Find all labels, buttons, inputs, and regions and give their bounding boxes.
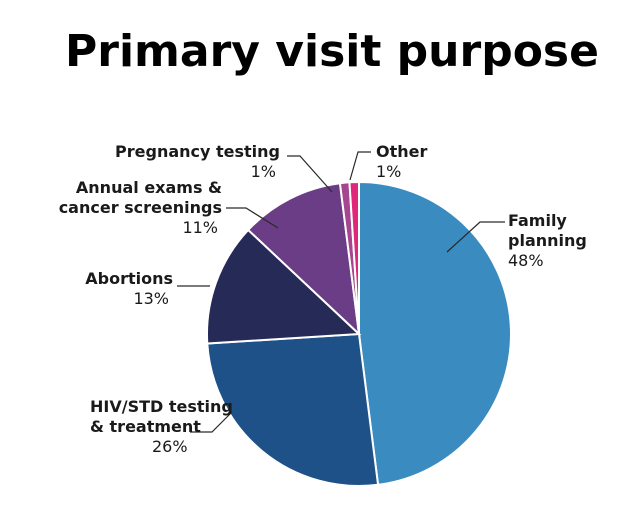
- pie-slices: [206, 180, 512, 487]
- leader-line-1: [190, 411, 233, 433]
- slice-labels: Family planning 48% HIV/STD testing & treatm…: [59, 142, 587, 456]
- pie-slice-0: [358, 180, 512, 486]
- slice-name-5-0: Other: [376, 142, 427, 161]
- slice-label-2: Abortions 13%: [85, 269, 173, 308]
- slice-name-0-0: Family: [508, 211, 567, 230]
- slice-name-2-0: Abortions: [85, 269, 173, 288]
- leader-line-4: [287, 155, 333, 193]
- slice-name-1-1: & treatment: [90, 417, 201, 436]
- slice-value-4: 1%: [251, 162, 276, 181]
- leader-line-0: [446, 221, 505, 253]
- pie-slice-3: [246, 182, 361, 337]
- slice-label-3: Annual exams & cancer screenings 11%: [59, 178, 222, 237]
- slice-name-3-0: Annual exams &: [76, 178, 222, 197]
- slice-name-0-1: planning: [508, 231, 587, 250]
- slice-label-5: Other 1%: [376, 142, 427, 181]
- pie-slice-1: [206, 332, 380, 487]
- slice-label-4: Pregnancy testing 1%: [115, 142, 280, 181]
- leader-lines: [177, 151, 505, 433]
- slice-label-1: HIV/STD testing & treatment 26%: [90, 397, 233, 456]
- slice-label-0: Family planning 48%: [508, 211, 587, 270]
- slice-name-1-0: HIV/STD testing: [90, 397, 233, 416]
- pie-slice-5: [348, 180, 360, 335]
- chart-title: Primary visit purpose: [65, 26, 599, 77]
- leader-line-5: [349, 151, 371, 181]
- slice-value-3: 11%: [182, 218, 218, 237]
- slice-value-1: 26%: [152, 437, 188, 456]
- slice-value-0: 48%: [508, 251, 544, 270]
- slice-name-4-0: Pregnancy testing: [115, 142, 280, 161]
- pie-slice-2: [206, 228, 362, 345]
- slice-value-5: 1%: [376, 162, 401, 181]
- leader-line-3: [226, 207, 279, 229]
- slice-value-2: 13%: [133, 289, 169, 308]
- slice-name-3-1: cancer screenings: [59, 198, 222, 217]
